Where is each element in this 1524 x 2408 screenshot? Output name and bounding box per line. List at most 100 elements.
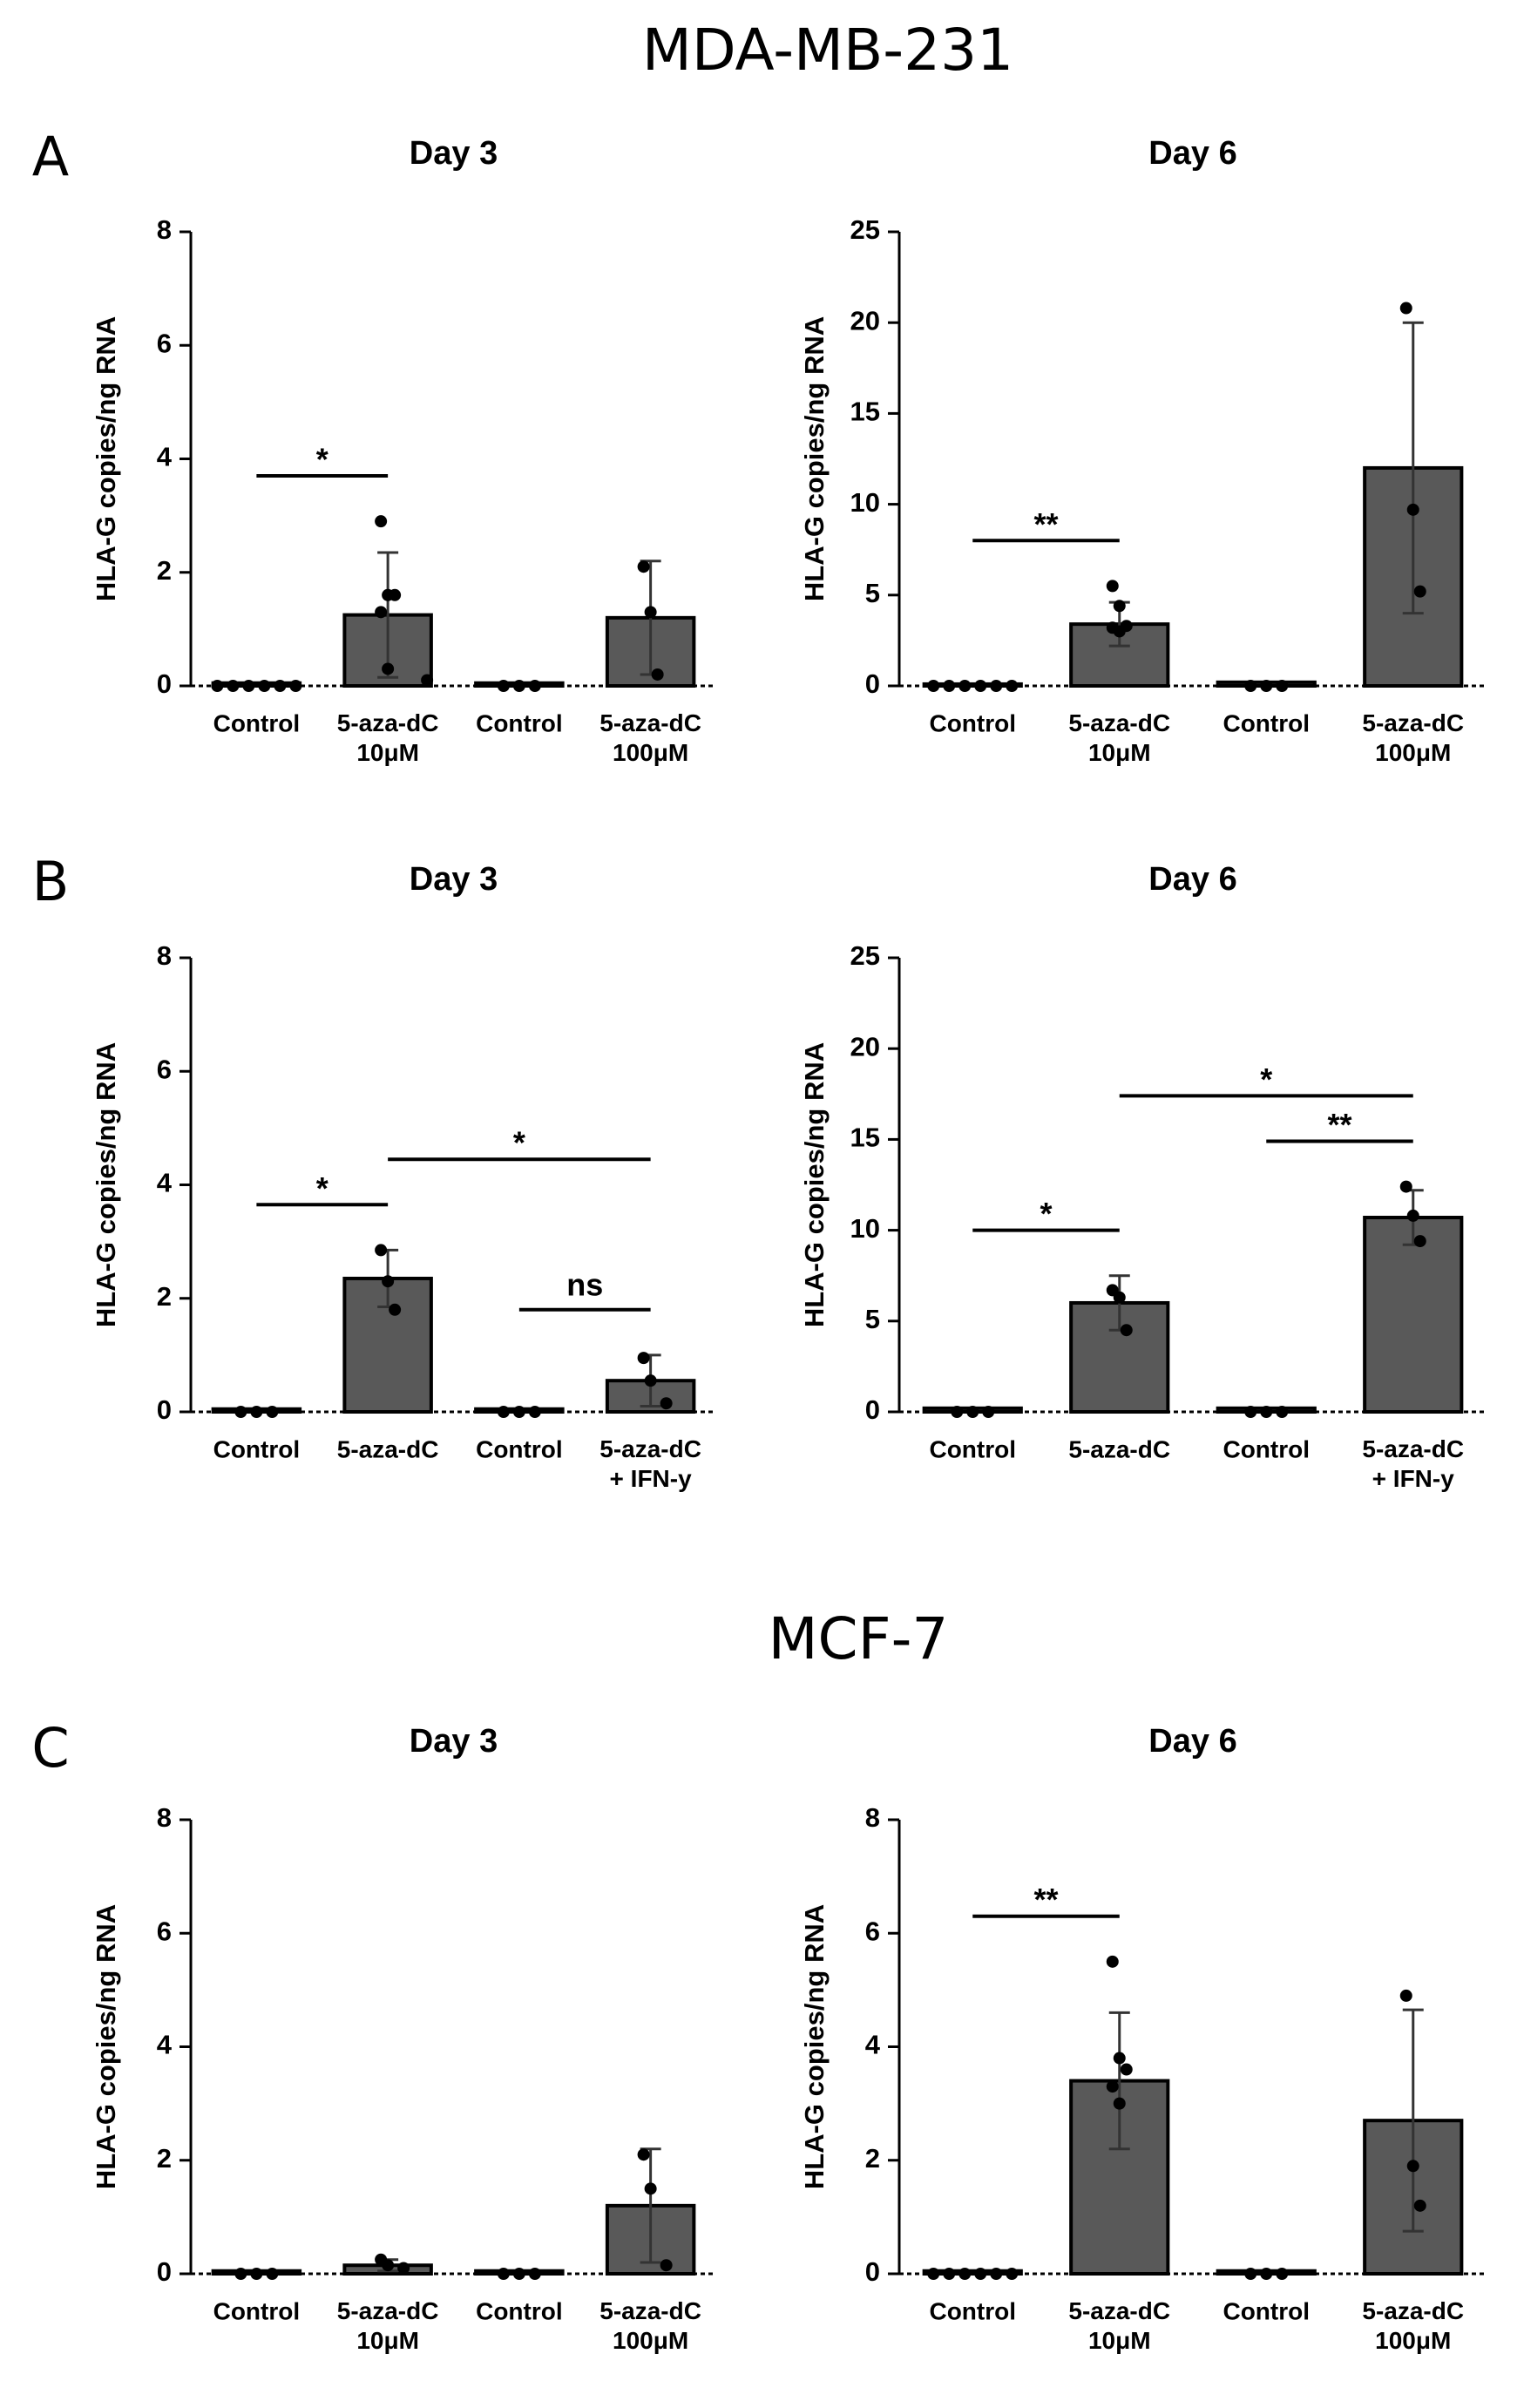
y-axis-label: HLA-G copies/ng RNA: [799, 316, 830, 601]
y-tick-label: 0: [865, 668, 880, 699]
y-tick-label: 2: [865, 2143, 880, 2174]
y-tick-label: 0: [157, 1394, 172, 1425]
chart-title: Day 6: [1148, 135, 1236, 172]
data-point: [958, 680, 972, 692]
x-tick-label: 5-aza-dC + IFN-y: [1362, 1435, 1464, 1492]
x-tick-label: 5-aza-dC + IFN-y: [599, 1435, 701, 1492]
data-point: [421, 674, 434, 687]
chart-title: Day 3: [410, 135, 498, 172]
y-axis-label: HLA-G copies/ng RNA: [799, 1042, 830, 1327]
data-point: [266, 1406, 279, 1418]
y-tick-label: 10: [850, 487, 880, 518]
data-point: [1120, 1324, 1133, 1337]
data-point: [660, 1397, 673, 1410]
data-point: [375, 1244, 388, 1257]
data-point: [258, 680, 271, 692]
bar: [922, 2269, 1023, 2276]
x-tick-label: 5-aza-dC 10μM: [1068, 709, 1170, 766]
data-point: [1106, 2080, 1119, 2093]
y-tick-label: 6: [157, 1054, 172, 1084]
y-tick-label: 5: [865, 578, 880, 608]
chart-title: Day 6: [1148, 1723, 1236, 1760]
data-point: [382, 662, 395, 675]
data-point: [1113, 1291, 1126, 1304]
y-tick-label: 8: [157, 214, 172, 245]
data-point: [382, 1275, 395, 1288]
data-point: [958, 2268, 972, 2280]
significance-label: ns: [566, 1266, 603, 1302]
data-point: [927, 680, 940, 692]
x-tick-label: Control: [476, 1435, 563, 1462]
data-point: [1413, 2199, 1426, 2212]
error-bar: [1402, 2008, 1424, 2233]
data-point: [397, 2262, 410, 2275]
significance-label: *: [316, 1170, 329, 1206]
section-title: MDA-MB-231: [642, 17, 1013, 84]
data-point: [951, 1406, 964, 1418]
x-tick-label: Control: [1223, 2297, 1310, 2324]
panel-letter: B: [32, 850, 70, 913]
data-point: [1399, 302, 1412, 315]
data-point: [943, 2268, 956, 2280]
panel-letter: C: [31, 1716, 69, 1780]
significance-label: **: [1327, 1107, 1351, 1143]
data-point: [274, 680, 287, 692]
data-point: [234, 1406, 247, 1418]
y-tick-label: 20: [850, 305, 880, 336]
y-tick-label: 6: [157, 1916, 172, 1946]
data-point: [1399, 1180, 1412, 1193]
data-point: [250, 2268, 263, 2280]
y-tick-label: 4: [157, 442, 173, 472]
data-point: [927, 2268, 940, 2280]
data-point: [1244, 1406, 1257, 1418]
y-tick-label: 20: [850, 1031, 880, 1062]
y-axis-label: HLA-G copies/ng RNA: [91, 1904, 121, 2189]
y-tick-label: 0: [157, 668, 172, 699]
data-point: [982, 1406, 995, 1418]
data-point: [497, 680, 510, 692]
data-point: [1244, 2268, 1257, 2280]
x-tick-label: Control: [213, 709, 301, 736]
chart-title: Day 6: [1148, 861, 1236, 898]
data-point: [1276, 2268, 1289, 2280]
data-point: [250, 1406, 263, 1418]
data-point: [1113, 600, 1126, 613]
y-tick-label: 8: [157, 1802, 172, 1833]
x-tick-label: 5-aza-dC: [337, 1435, 439, 1462]
data-point: [1113, 625, 1126, 638]
data-point: [497, 2268, 510, 2280]
y-tick-label: 4: [157, 2030, 173, 2060]
y-tick-label: 2: [157, 2143, 172, 2174]
data-point: [637, 560, 650, 573]
data-point: [651, 668, 664, 681]
x-tick-label: Control: [929, 709, 1016, 736]
data-point: [1106, 580, 1119, 593]
data-point: [1106, 1955, 1119, 1968]
data-point: [375, 515, 388, 528]
bar: [1363, 1216, 1464, 1414]
data-point: [644, 2182, 657, 2195]
y-tick-label: 2: [157, 555, 172, 586]
x-tick-label: 5-aza-dC 10μM: [337, 709, 439, 766]
x-tick-label: 5-aza-dC 100μM: [1362, 709, 1464, 766]
bar: [211, 681, 302, 688]
data-point: [266, 2268, 279, 2280]
y-tick-label: 25: [850, 214, 880, 245]
error-bar: [377, 551, 399, 679]
y-tick-label: 5: [865, 1304, 880, 1334]
data-point: [644, 606, 657, 619]
data-point: [375, 606, 388, 619]
y-axis-label: HLA-G copies/ng RNA: [91, 1042, 121, 1327]
y-tick-label: 8: [157, 940, 172, 971]
y-tick-label: 25: [850, 940, 880, 971]
data-point: [943, 680, 956, 692]
data-point: [1276, 1406, 1289, 1418]
data-point: [1406, 2160, 1419, 2173]
data-point: [497, 1406, 510, 1418]
bar: [922, 682, 1023, 688]
data-point: [289, 680, 302, 692]
significance-label: *: [1260, 1062, 1272, 1097]
data-point: [227, 680, 240, 692]
error-bar: [1108, 2011, 1130, 2151]
